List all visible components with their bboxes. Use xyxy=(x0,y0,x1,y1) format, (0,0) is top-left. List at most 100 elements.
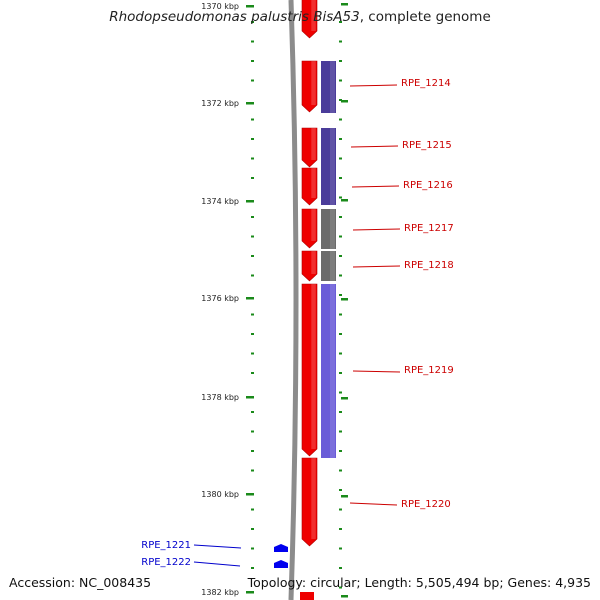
scale-minor-tick xyxy=(251,411,254,413)
scale-minor-tick xyxy=(339,294,342,296)
scale-minor-tick xyxy=(251,450,254,452)
scale-major-tick-outer xyxy=(341,397,348,400)
scale-major-tick-outer xyxy=(341,298,348,301)
scale-minor-tick xyxy=(251,313,254,316)
scale-minor-tick xyxy=(251,79,254,82)
cds-arrow-rpe-1217 xyxy=(301,208,318,249)
scale-minor-tick xyxy=(339,216,342,218)
forward-strand-features xyxy=(300,0,318,600)
scale-label-1378-kbp: 1378 kbp xyxy=(201,393,239,402)
cog-bar-shade xyxy=(330,209,335,249)
scale-minor-tick xyxy=(251,40,254,43)
scale-major-tick-outer xyxy=(341,199,348,202)
scale-minor-tick xyxy=(339,313,342,316)
gene-label-rpe-1220: RPE_1220 xyxy=(401,499,451,510)
cds-arrow-upstream xyxy=(301,0,318,39)
cds-arrow-rpe-1216 xyxy=(301,167,318,206)
scale-label-1372-kbp: 1372 kbp xyxy=(201,99,239,108)
cds-arrow-rpe-1218-highlight xyxy=(311,251,316,274)
scale-minor-tick xyxy=(339,469,342,472)
label-leader-rpe-1218 xyxy=(352,265,401,268)
scale-minor-tick xyxy=(251,567,254,569)
label-leader-rpe-1221 xyxy=(193,544,242,549)
scale-minor-tick xyxy=(339,567,342,569)
cog-bar-rpe-1217 xyxy=(321,209,336,249)
scale-major-tick xyxy=(246,5,254,8)
gene-label-rpe-1222: RPE_1222 xyxy=(141,557,191,568)
scale-minor-tick xyxy=(339,40,342,43)
scale-minor-tick xyxy=(339,489,342,491)
scale-minor-tick xyxy=(339,586,342,589)
gene-labels: RPE_1214 RPE_1215 RPE_1216 RPE_1217 RPE_1218… xyxy=(141,78,454,568)
cds-arrow-rpe-1214-highlight xyxy=(311,61,316,105)
scale-minor-tick xyxy=(339,177,342,179)
scale-minor-tick xyxy=(251,469,254,472)
scale-minor-tick xyxy=(339,99,342,101)
cds-arrow-rpe-1220 xyxy=(301,457,318,547)
scale-minor-tick xyxy=(339,255,342,257)
scale-minor-tick xyxy=(339,528,342,530)
scale-minor-tick xyxy=(339,274,342,277)
scale-major-tick-outer xyxy=(341,495,348,498)
gene-label-rpe-1219: RPE_1219 xyxy=(404,365,454,376)
scale-major-tick-outer xyxy=(341,100,348,103)
scale-minor-tick xyxy=(251,157,254,160)
gene-label-rpe-1215: RPE_1215 xyxy=(402,140,452,151)
cog-bar-shade xyxy=(330,251,335,281)
cds-arrow-rpe-1216-highlight xyxy=(311,168,316,198)
scale-minor-tick xyxy=(339,60,342,62)
map-title: Rhodopseudomonas palustris BisA53, compl… xyxy=(0,9,600,25)
label-leader-rpe-1220 xyxy=(349,502,398,506)
label-leader-rpe-1222 xyxy=(193,561,241,567)
scale-labels: 1370 kbp 1372 kbp 1374 kbp 1376 kbp 1378 kbp… xyxy=(201,2,239,597)
cog-bar-rpe-1214 xyxy=(321,61,336,113)
scale-minor-tick xyxy=(339,21,342,23)
cds-arrow-rpe-1222 xyxy=(274,560,288,568)
label-leader-rpe-1215 xyxy=(350,145,399,148)
label-leader-rpe-1214 xyxy=(349,84,398,87)
scale-minor-tick xyxy=(251,177,254,179)
cog-bar-shade xyxy=(330,284,335,458)
cog-bar-rpe-1218 xyxy=(321,251,336,281)
cds-arrow-downstream xyxy=(300,592,314,600)
scale-label-1374-kbp: 1374 kbp xyxy=(201,197,239,206)
scale-minor-tick xyxy=(339,372,342,374)
scale-minor-tick xyxy=(339,352,342,355)
gene-label-rpe-1218: RPE_1218 xyxy=(404,260,454,271)
cds-arrow-rpe-1219-highlight xyxy=(311,284,316,449)
cds-arrow-rpe-1214 xyxy=(301,60,318,113)
gene-label-rpe-1214: RPE_1214 xyxy=(401,78,451,89)
label-leader-rpe-1216 xyxy=(351,185,400,188)
organism-name: Rhodopseudomonas palustris BisA53 xyxy=(109,9,360,25)
cds-arrow-rpe-1218 xyxy=(301,250,318,282)
scale-minor-tick xyxy=(339,118,342,121)
scale-major-tick xyxy=(246,493,254,496)
scale-minor-tick xyxy=(251,255,254,257)
scale-minor-tick xyxy=(251,528,254,530)
scale-minor-tick xyxy=(339,430,342,433)
scale-minor-tick xyxy=(251,118,254,121)
gene-label-rpe-1217: RPE_1217 xyxy=(404,223,454,234)
scale-minor-tick xyxy=(339,333,342,335)
cds-arrow-rpe-1217-highlight xyxy=(311,209,316,241)
scale-minor-tick xyxy=(339,138,342,140)
scale-ticks xyxy=(246,3,348,598)
cds-arrow-rpe-1220-highlight xyxy=(311,458,316,539)
scale-minor-tick xyxy=(251,235,254,238)
scale-minor-tick xyxy=(251,21,254,23)
scale-major-tick-outer xyxy=(341,3,348,6)
scale-minor-tick xyxy=(339,411,342,413)
scale-minor-tick xyxy=(339,196,342,199)
gene-label-rpe-1221: RPE_1221 xyxy=(141,540,191,551)
title-suffix: , complete genome xyxy=(359,9,491,25)
scale-label-1380-kbp: 1380 kbp xyxy=(201,490,239,499)
scale-minor-tick xyxy=(339,450,342,452)
scale-minor-tick xyxy=(251,372,254,374)
scale-minor-tick xyxy=(251,60,254,62)
scale-minor-tick xyxy=(251,216,254,218)
cog-bar-rpe-1215 xyxy=(321,128,336,205)
cog-bar-shade xyxy=(330,128,335,205)
scale-minor-tick xyxy=(339,508,342,511)
reverse-strand-features xyxy=(274,544,288,568)
